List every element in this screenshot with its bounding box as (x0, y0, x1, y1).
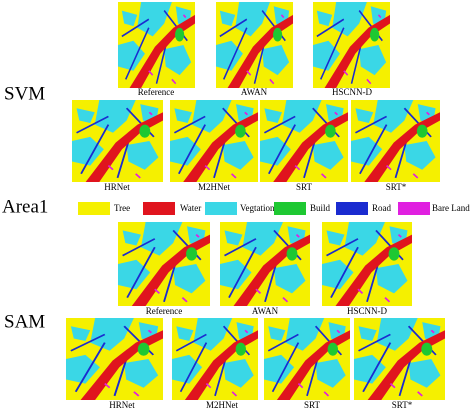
caption: HRNet (104, 182, 130, 192)
caption: M2HNet (206, 400, 238, 410)
legend-swatch (78, 202, 110, 215)
legend-label: Water (180, 203, 201, 213)
map-image (72, 100, 163, 182)
map-image (260, 100, 348, 182)
row-label: SVM (4, 83, 45, 104)
legend-label: Tree (114, 203, 130, 213)
caption: HSCNN-D (347, 306, 388, 316)
caption: Reference (146, 306, 182, 316)
map-image (66, 318, 163, 400)
caption: SRT (304, 400, 320, 410)
caption: HSCNN-D (332, 87, 373, 97)
row-label: Area1 (2, 196, 48, 217)
caption: AWAN (252, 306, 279, 316)
caption: SRT* (392, 400, 413, 410)
caption: AWAN (241, 87, 268, 97)
map-image (313, 2, 390, 88)
map-image (118, 2, 195, 88)
map-image (170, 100, 258, 182)
legend-label: Vegtation (240, 203, 275, 213)
map-image (322, 222, 412, 306)
legend-swatch (143, 202, 175, 215)
legend-label: Bare Land (432, 203, 470, 213)
caption: Reference (138, 87, 174, 97)
caption: SRT* (386, 182, 407, 192)
caption: M2HNet (198, 182, 230, 192)
legend-swatch (398, 202, 430, 215)
map-image (118, 222, 210, 306)
legend: Tree Water Vegtation Build Road Bare Lan… (78, 202, 470, 215)
caption: HRNet (109, 400, 135, 410)
legend-swatch (336, 202, 368, 215)
row-label: SAM (4, 311, 45, 332)
map-image (351, 100, 440, 182)
caption: SRT (296, 182, 312, 192)
map-image (354, 318, 445, 400)
map-image (220, 222, 310, 306)
legend-label: Build (310, 203, 331, 213)
map-image (172, 318, 258, 400)
map-image (264, 318, 350, 400)
legend-swatch (205, 202, 237, 215)
legend-label: Road (372, 203, 391, 213)
map-image (216, 2, 293, 88)
legend-swatch (274, 202, 306, 215)
